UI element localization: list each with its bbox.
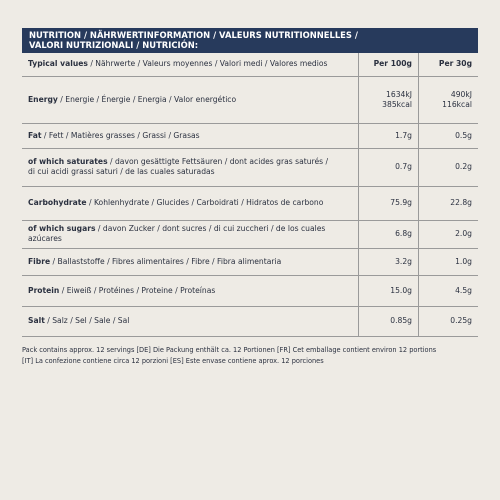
header-line: NUTRITION / NÄHRWERTINFORMATION / VALEUR… xyxy=(29,30,358,40)
cell: 15.0g xyxy=(358,275,419,307)
nutrient-row: of which sugars / davon Zucker / dont su… xyxy=(22,220,478,249)
label-text: di cui acidi grassi saturi / de las cual… xyxy=(28,167,215,176)
value: 1634kJ xyxy=(386,89,412,99)
cell: 1634kJ 385kcal xyxy=(358,76,419,124)
label-line: Protein / Eiweiß / Protéines / Proteine … xyxy=(28,286,352,296)
label-bold: of which sugars xyxy=(28,224,96,233)
label-bold: Typical values xyxy=(28,59,88,69)
value: 6.8g xyxy=(395,229,412,238)
column-header-row: Typical values / Nährwerte / Valeurs moy… xyxy=(22,53,478,77)
nutrient-row: Fibre / Ballaststoffe / Fibres alimentai… xyxy=(22,248,478,276)
value: 0.85g xyxy=(390,316,412,325)
value: 0.5g xyxy=(455,130,472,140)
column-header: Per 30g xyxy=(438,59,472,69)
cell: Per 100g xyxy=(358,53,419,77)
label-text: / Nährwerte / Valeurs moyennes / Valori … xyxy=(90,59,328,69)
value: 0.7g xyxy=(395,162,412,171)
cell: 22.8g xyxy=(418,186,478,221)
value: 0.2g xyxy=(455,162,472,171)
nutrient-row: Energy / Energie / Énergie / Energia / V… xyxy=(22,76,478,124)
footer: Pack contains approx. 12 servings [DE] D… xyxy=(22,345,482,367)
cell: 75.9g xyxy=(358,186,419,221)
label-text: / davon Zucker / dont sucres / di cui zu… xyxy=(28,224,326,243)
label-bold: Energy xyxy=(28,94,58,104)
label-bold: Protein xyxy=(28,285,60,295)
header: NUTRITION / NÄHRWERTINFORMATION / VALEUR… xyxy=(22,28,478,53)
value: 4.5g xyxy=(455,285,472,295)
cell: 1.7g xyxy=(358,123,419,149)
label-bold: Carbohydrate xyxy=(28,198,87,207)
cell: 3.2g xyxy=(358,248,419,276)
value: 75.9g xyxy=(390,198,412,207)
cell: Fibre / Ballaststoffe / Fibres alimentai… xyxy=(22,248,359,276)
value: 0.25g xyxy=(450,316,472,325)
header-line: VALORI NUTRIZIONALI / NUTRICIÓN: xyxy=(29,39,199,50)
label-text: / davon gesättigte Fettsäuren / dont aci… xyxy=(110,157,329,166)
footer-line: Pack contains approx. 12 servings [DE] D… xyxy=(22,346,437,354)
label-text: / Kohlenhydrate / Glucides / Carboidrati… xyxy=(88,198,324,207)
cell: 2.0g xyxy=(418,220,478,249)
label-text: / Salz / Sel / Sale / Sal xyxy=(47,316,130,325)
label-line: Salt / Salz / Sel / Sale / Sal xyxy=(28,316,352,326)
nutrient-row: Salt / Salz / Sel / Sale / Sal 0.85g 0.25g xyxy=(22,306,478,337)
nutrient-row: Protein / Eiweiß / Protéines / Proteine … xyxy=(22,275,478,307)
label-bold: Fat xyxy=(28,130,42,140)
cell: 0.85g xyxy=(358,306,419,337)
label-line: Fibre / Ballaststoffe / Fibres alimentai… xyxy=(28,257,352,267)
cell: Protein / Eiweiß / Protéines / Proteine … xyxy=(22,275,359,307)
value: 385kcal xyxy=(382,99,412,109)
cell: 0.2g xyxy=(418,148,478,187)
label-line: of which sugars / davon Zucker / dont su… xyxy=(28,224,352,244)
label-line: Energy / Energie / Énergie / Energia / V… xyxy=(28,95,352,105)
cell: Salt / Salz / Sel / Sale / Sal xyxy=(22,306,359,337)
column-header: Per 100g xyxy=(373,59,412,69)
label-text: / Eiweiß / Protéines / Proteine / Proteí… xyxy=(61,285,216,295)
cell: Per 30g xyxy=(418,53,478,77)
cell: 6.8g xyxy=(358,220,419,249)
value: 22.8g xyxy=(450,198,472,207)
cell: 0.5g xyxy=(418,123,478,149)
cell: Fat / Fett / Matières grasses / Grassi /… xyxy=(22,123,359,149)
label-line: di cui acidi grassi saturi / de las cual… xyxy=(28,167,352,177)
value: 490kJ xyxy=(450,89,472,99)
label-line: Carbohydrate / Kohlenhydrate / Glucides … xyxy=(28,198,352,208)
label-text: / Energie / Énergie / Energia / Valor en… xyxy=(60,94,237,104)
label-line: Fat / Fett / Matières grasses / Grassi /… xyxy=(28,131,352,141)
nutrient-row: Fat / Fett / Matières grasses / Grassi /… xyxy=(22,123,478,149)
value: 2.0g xyxy=(455,229,472,238)
cell: 490kJ 116kcal xyxy=(418,76,478,124)
cell: of which sugars / davon Zucker / dont su… xyxy=(22,220,359,249)
footer-line: [IT] La confezione contiene circa 12 por… xyxy=(22,357,324,365)
label-bold: Salt xyxy=(28,316,45,325)
value: 15.0g xyxy=(390,285,412,295)
nutrient-row: Carbohydrate / Kohlenhydrate / Glucides … xyxy=(22,186,478,221)
nutrition-table: Typical values / Nährwerte / Valeurs moy… xyxy=(22,53,478,337)
label-bold: Fibre xyxy=(28,256,51,266)
value: 1.0g xyxy=(455,256,472,266)
label-bold: of which saturates xyxy=(28,157,108,166)
value: 1.7g xyxy=(395,130,412,140)
cell: 1.0g xyxy=(418,248,478,276)
value: 3.2g xyxy=(395,256,412,266)
cell: 0.7g xyxy=(358,148,419,187)
nutrient-row: of which saturates / davon gesättigte Fe… xyxy=(22,148,478,187)
label-line: of which saturates / davon gesättigte Fe… xyxy=(28,157,352,167)
cell: Carbohydrate / Kohlenhydrate / Glucides … xyxy=(22,186,359,221)
cell: of which saturates / davon gesättigte Fe… xyxy=(22,148,359,187)
cell: 4.5g xyxy=(418,275,478,307)
label-text: / Ballaststoffe / Fibres alimentaires / … xyxy=(52,256,282,266)
label-line: Typical values / Nährwerte / Valeurs moy… xyxy=(28,59,352,69)
cell: 0.25g xyxy=(418,306,478,337)
value: 116kcal xyxy=(442,99,472,109)
cell: Typical values / Nährwerte / Valeurs moy… xyxy=(22,53,359,77)
cell: Energy / Energie / Énergie / Energia / V… xyxy=(22,76,359,124)
label-text: / Fett / Matières grasses / Grassi / Gra… xyxy=(43,130,200,140)
